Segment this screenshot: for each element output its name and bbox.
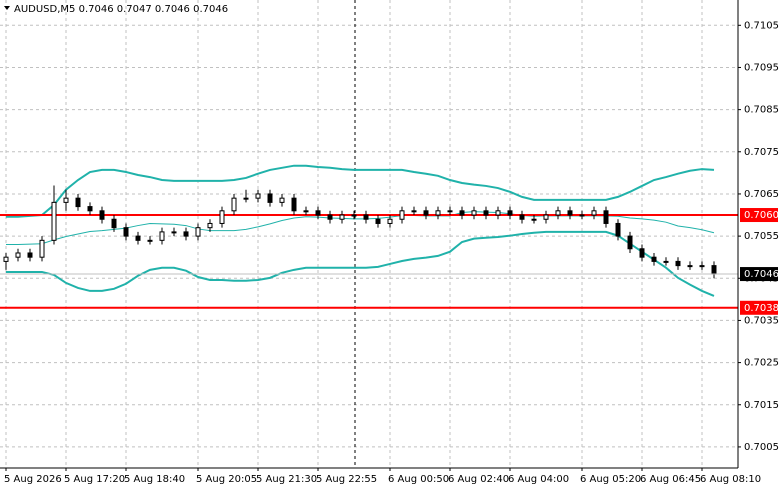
candle-body xyxy=(435,210,441,216)
price-label: 0.7046 xyxy=(744,269,779,280)
candle-body xyxy=(699,265,705,268)
candle-body xyxy=(159,231,165,241)
y-tick-label: 0.7085 xyxy=(744,105,779,116)
candle-body xyxy=(471,210,477,216)
candle-body xyxy=(3,256,9,262)
candle-body xyxy=(675,260,681,267)
candle-body xyxy=(375,218,381,224)
candle-body xyxy=(147,239,153,242)
y-tick-label: 0.7055 xyxy=(744,231,779,242)
plot xyxy=(0,164,738,309)
candle-body xyxy=(99,210,105,220)
candle-body xyxy=(579,214,585,217)
candle-body xyxy=(411,210,417,213)
candle-body xyxy=(303,210,309,213)
x-tick-label: 6 Aug 02:40 xyxy=(448,474,509,485)
x-tick-label: 5 Aug 17:20 xyxy=(64,474,125,485)
candle-body xyxy=(27,252,33,258)
candle-body xyxy=(51,201,57,241)
x-tick-label: 6 Aug 00:50 xyxy=(388,474,449,485)
x-tick-label: 5 Aug 2026 xyxy=(4,474,62,485)
candle-body xyxy=(603,210,609,224)
candle-body xyxy=(483,210,489,216)
candle-body xyxy=(111,218,117,229)
x-tick-label: 6 Aug 06:45 xyxy=(640,474,701,485)
candle-body xyxy=(543,214,549,220)
candle-body xyxy=(243,197,249,200)
candle-body xyxy=(123,227,129,237)
y-tick-label: 0.7015 xyxy=(744,400,779,411)
level-label: 0.7060 xyxy=(744,210,779,221)
candle-body xyxy=(651,256,657,262)
candle-body xyxy=(399,210,405,220)
candle-body xyxy=(339,214,345,220)
candle-body xyxy=(363,214,369,220)
candle-body xyxy=(663,260,669,263)
candle-body xyxy=(315,210,321,216)
y-tick-label: 0.7075 xyxy=(744,147,779,158)
candle-body xyxy=(567,210,573,216)
candle-body xyxy=(291,197,297,212)
level-label: 0.7038 xyxy=(744,303,779,314)
y-tick-label: 0.7095 xyxy=(744,62,779,73)
candle-body xyxy=(459,210,465,216)
candle-body xyxy=(327,214,333,220)
candle-body xyxy=(555,210,561,216)
x-tick-label: 6 Aug 08:10 xyxy=(700,474,761,485)
candle-body xyxy=(63,197,69,203)
candle-body xyxy=(231,197,237,212)
level-tag xyxy=(740,300,778,315)
y-tick-label: 0.7065 xyxy=(744,189,779,200)
candle-body xyxy=(39,239,45,258)
candle-body xyxy=(195,227,201,237)
candle-body xyxy=(279,197,285,203)
candle-body xyxy=(75,197,81,208)
x-tick-label: 5 Aug 21:30 xyxy=(256,474,317,485)
bollinger-band xyxy=(6,230,715,297)
candle-body xyxy=(519,214,525,220)
x-tick-label: 5 Aug 22:55 xyxy=(316,474,377,485)
y-tick-label: 0.7005 xyxy=(744,442,779,453)
candle-body xyxy=(387,218,393,224)
y-tick-label: 0.7035 xyxy=(744,315,779,326)
x-tick-label: 6 Aug 04:00 xyxy=(508,474,569,485)
candle-body xyxy=(447,210,453,213)
candle-body xyxy=(591,210,597,216)
candle-body xyxy=(423,210,429,216)
menu-triangle xyxy=(4,6,10,10)
candle-body xyxy=(135,235,141,241)
labels: 0.70050.70150.70250.70350.70450.70550.70… xyxy=(4,20,779,485)
candle-body xyxy=(351,214,357,217)
x-tick-label: 5 Aug 18:40 xyxy=(124,474,185,485)
candle-body xyxy=(87,206,93,212)
y-tick-label: 0.7105 xyxy=(744,20,779,31)
candle-body xyxy=(615,222,621,237)
candle-body xyxy=(207,222,213,229)
candle-body xyxy=(183,231,189,237)
price-tag xyxy=(740,267,778,282)
x-tick-label: 6 Aug 05:20 xyxy=(580,474,641,485)
chart-title: AUDUSD,M5 0.7046 0.7047 0.7046 0.7046 xyxy=(14,4,228,15)
candle-body xyxy=(15,252,21,258)
candle-body xyxy=(255,193,261,199)
candle-body xyxy=(171,231,177,234)
candle-body xyxy=(219,210,225,224)
level-tag xyxy=(740,208,778,223)
candle-body xyxy=(531,218,537,221)
candle-body xyxy=(495,210,501,216)
candle-body xyxy=(711,265,717,275)
candle-body xyxy=(627,235,633,250)
x-tick-label: 5 Aug 20:05 xyxy=(196,474,257,485)
candle-body xyxy=(267,193,273,203)
bollinger-band xyxy=(6,164,715,218)
candle-body xyxy=(507,210,513,216)
candle-body xyxy=(687,265,693,268)
candle-body xyxy=(639,248,645,258)
y-tick-label: 0.7025 xyxy=(744,358,779,369)
